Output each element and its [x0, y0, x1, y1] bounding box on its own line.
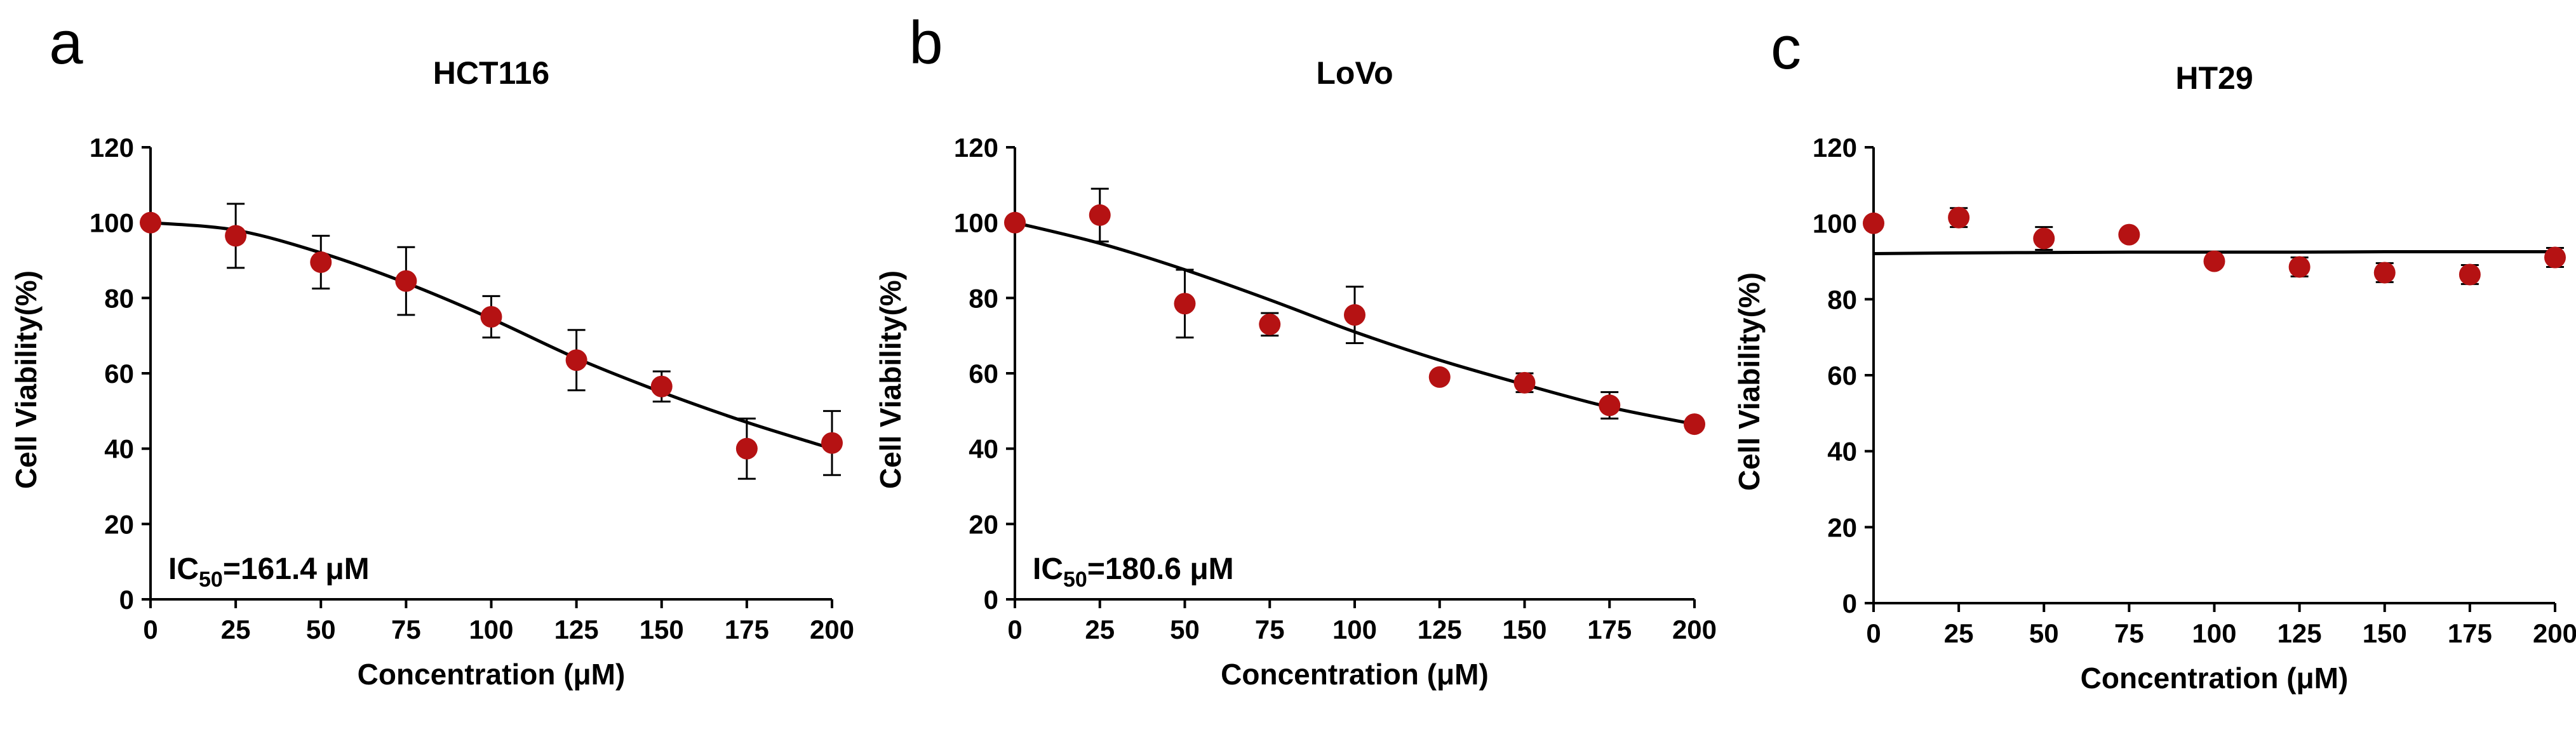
data-point — [2288, 256, 2311, 278]
data-point — [2373, 262, 2396, 284]
y-axis-label: Cell Viability(%) — [874, 270, 907, 489]
y-tick-label: 20 — [969, 509, 998, 539]
x-tick-label: 75 — [391, 615, 421, 644]
x-tick-label: 125 — [554, 615, 599, 644]
data-point — [1513, 371, 1536, 394]
chart-panel-b: b LoVo 0 20 40 60 80 100 120 0 25 50 75 100 125 150 175 2… — [874, 9, 1717, 691]
y-tick-label: 100 — [1813, 209, 1857, 239]
chart-title: LoVo — [1316, 55, 1393, 91]
x-axis-label: Concentration (μM) — [2081, 662, 2349, 695]
ic50-annotation: IC50=161.4 μM — [168, 552, 370, 592]
chart-title: HT29 — [2175, 60, 2253, 96]
x-tick-label: 150 — [640, 615, 684, 644]
y-tick-label: 20 — [104, 509, 134, 539]
data-point — [225, 225, 247, 247]
data-point — [650, 375, 673, 397]
x-tick-label: 100 — [1332, 615, 1377, 644]
y-tick-label: 80 — [104, 283, 134, 313]
y-tick-label: 120 — [90, 133, 134, 163]
data-point — [2118, 223, 2140, 246]
x-tick-label: 25 — [1944, 618, 1974, 648]
panel-letter: b — [909, 9, 943, 77]
y-tick-label: 40 — [969, 434, 998, 464]
chart-panel-a: a HCT116 0 20 40 60 80 100 120 0 25 50 75 100 125 150 17… — [10, 9, 854, 691]
data-point — [1863, 212, 1884, 234]
x-axis-label: Concentration (μM) — [358, 658, 626, 691]
x-tick-label: 75 — [2114, 618, 2144, 648]
x-tick-label: 50 — [306, 615, 336, 644]
y-tick-label: 40 — [1827, 437, 1857, 467]
data-point — [1259, 313, 1281, 335]
y-tick-label: 120 — [1813, 133, 1857, 163]
x-tick-label: 25 — [221, 615, 251, 644]
data-point — [2033, 227, 2055, 250]
y-tick-label: 80 — [969, 283, 998, 313]
x-tick-label: 125 — [1418, 615, 1462, 644]
data-point — [140, 211, 161, 234]
y-tick-label: 100 — [954, 208, 998, 238]
x-axis-label: Concentration (μM) — [1221, 658, 1489, 691]
x-tick-label: 25 — [1085, 615, 1115, 644]
y-tick-label: 80 — [1827, 284, 1857, 314]
data-point — [395, 270, 417, 292]
chart-panel-c: c HT29 0 20 40 60 80 100 120 0 25 50 75 100 125 150 175 2… — [1733, 14, 2576, 695]
data-point — [480, 306, 502, 328]
data-point — [2544, 246, 2566, 269]
data-point — [565, 349, 587, 371]
chart-title: HCT116 — [433, 55, 549, 91]
data-point — [1344, 304, 1365, 326]
x-tick-label: 200 — [1672, 615, 1717, 644]
x-tick-label: 75 — [1255, 615, 1285, 644]
x-tick-label: 175 — [1587, 615, 1632, 644]
y-tick-label: 60 — [1827, 361, 1857, 390]
y-tick-label: 100 — [90, 208, 134, 238]
data-point — [1089, 204, 1111, 226]
y-axis-label: Cell Viability(%) — [10, 270, 43, 489]
x-tick-label: 175 — [725, 615, 769, 644]
x-tick-label: 0 — [143, 615, 158, 644]
data-point — [1428, 366, 1451, 388]
x-tick-label: 100 — [469, 615, 513, 644]
x-tick-label: 50 — [1170, 615, 1200, 644]
y-tick-label: 0 — [119, 585, 134, 615]
data-point — [735, 437, 758, 460]
y-axis-label: Cell Viability(%) — [1733, 272, 1766, 491]
data-point — [1004, 211, 1026, 234]
y-tick-label: 120 — [954, 133, 998, 163]
ic50-annotation: IC50=180.6 μM — [1033, 552, 1234, 592]
data-point — [1948, 206, 1970, 229]
data-point — [821, 432, 843, 454]
x-tick-label: 200 — [2533, 618, 2576, 648]
x-tick-label: 125 — [2277, 618, 2322, 648]
panel-letter: c — [1771, 14, 1801, 82]
x-tick-label: 100 — [2192, 618, 2236, 648]
data-point — [1599, 394, 1621, 416]
x-tick-label: 50 — [2029, 618, 2059, 648]
x-tick-label: 0 — [1007, 615, 1022, 644]
x-tick-label: 175 — [2448, 618, 2492, 648]
y-tick-label: 60 — [104, 359, 134, 389]
y-tick-label: 40 — [104, 434, 134, 464]
data-point — [2459, 263, 2481, 286]
x-tick-label: 200 — [810, 615, 854, 644]
y-tick-label: 0 — [1842, 589, 1857, 618]
x-tick-label: 150 — [2363, 618, 2407, 648]
data-point — [1174, 293, 1196, 315]
y-tick-label: 20 — [1827, 512, 1857, 542]
data-point — [1684, 413, 1705, 436]
y-tick-label: 0 — [984, 585, 998, 615]
data-point — [2203, 250, 2225, 272]
x-tick-label: 0 — [1866, 618, 1881, 648]
y-tick-label: 60 — [969, 359, 998, 389]
panel-letter: a — [49, 9, 83, 77]
x-tick-label: 150 — [1502, 615, 1546, 644]
data-point — [310, 251, 332, 273]
